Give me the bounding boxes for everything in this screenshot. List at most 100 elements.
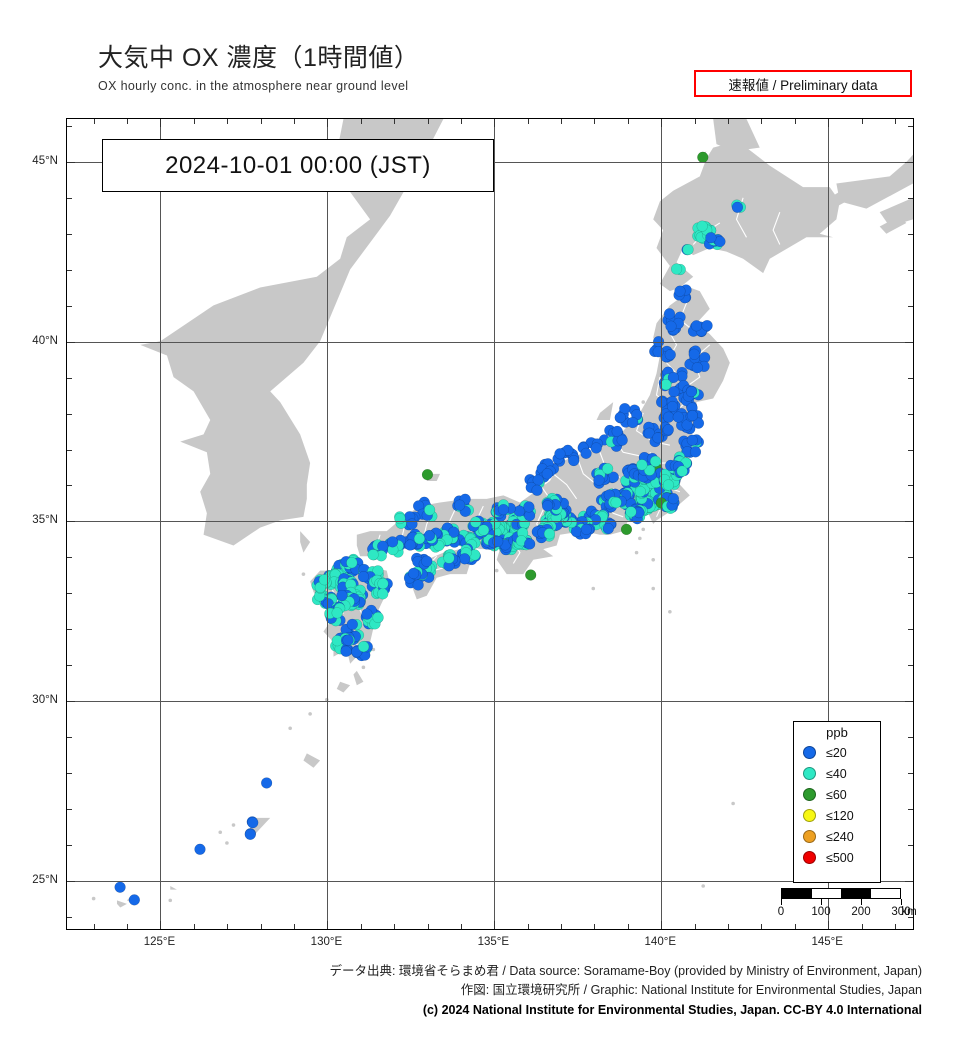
legend-item-3[interactable]: ≤60 <box>794 784 880 805</box>
station-point[interactable] <box>454 499 466 511</box>
legend-item-1[interactable]: ≤20 <box>794 742 880 763</box>
station-point[interactable] <box>244 828 256 840</box>
station-point[interactable] <box>616 434 628 446</box>
station-point[interactable] <box>665 320 677 332</box>
station-point[interactable] <box>543 528 556 540</box>
station-point[interactable] <box>634 485 646 498</box>
station-point[interactable] <box>346 557 358 569</box>
station-point[interactable] <box>524 538 536 550</box>
station-point[interactable] <box>523 501 535 513</box>
station-point[interactable] <box>541 468 553 480</box>
station-point[interactable] <box>649 455 662 467</box>
station-point[interactable] <box>194 843 206 855</box>
station-point[interactable] <box>412 579 424 591</box>
station-point[interactable] <box>367 549 379 561</box>
station-point[interactable] <box>672 411 684 423</box>
station-point[interactable] <box>620 523 633 536</box>
station-point[interactable] <box>686 434 698 446</box>
legend-item-4[interactable]: ≤120 <box>794 805 880 826</box>
station-point[interactable] <box>663 308 676 320</box>
station-point[interactable] <box>662 424 674 436</box>
station-point[interactable] <box>580 523 593 536</box>
station-point[interactable] <box>685 385 698 398</box>
station-point[interactable] <box>541 500 554 512</box>
station-point[interactable] <box>394 512 406 525</box>
station-point[interactable] <box>667 371 680 384</box>
station-point[interactable] <box>674 285 686 297</box>
legend-item-2[interactable]: ≤40 <box>794 763 880 784</box>
station-point[interactable] <box>404 539 416 551</box>
station-point[interactable] <box>660 379 672 391</box>
station-point[interactable] <box>407 567 420 580</box>
station-point[interactable] <box>602 522 614 535</box>
station-point[interactable] <box>601 463 614 475</box>
station-point[interactable] <box>346 618 358 630</box>
station-point[interactable] <box>636 459 648 471</box>
station-point[interactable] <box>386 536 399 548</box>
station-point[interactable] <box>614 411 626 424</box>
station-point[interactable] <box>593 474 605 486</box>
station-point[interactable] <box>128 894 140 906</box>
station-point[interactable] <box>114 881 126 893</box>
station-point[interactable] <box>689 446 702 458</box>
station-point[interactable] <box>331 607 343 619</box>
station-point[interactable] <box>619 402 631 415</box>
station-point[interactable] <box>666 400 679 413</box>
station-point[interactable] <box>701 319 713 332</box>
station-point[interactable] <box>611 425 623 438</box>
station-point[interactable] <box>377 588 389 600</box>
station-point[interactable] <box>421 555 433 567</box>
station-point[interactable] <box>652 432 664 444</box>
station-point[interactable] <box>690 320 703 332</box>
legend-item-5[interactable]: ≤240 <box>794 826 880 847</box>
station-point[interactable] <box>357 640 370 653</box>
station-point[interactable] <box>627 416 639 429</box>
station-point[interactable] <box>497 503 510 516</box>
station-point[interactable] <box>443 552 455 564</box>
station-point[interactable] <box>705 232 717 244</box>
station-point[interactable] <box>377 578 389 590</box>
station-point[interactable] <box>342 634 354 646</box>
station-point[interactable] <box>662 479 675 491</box>
map-plot-area[interactable] <box>66 118 914 930</box>
station-point[interactable] <box>336 589 348 602</box>
station-point[interactable] <box>361 608 373 620</box>
station-point[interactable] <box>247 817 259 829</box>
station-point[interactable] <box>424 504 436 516</box>
station-point[interactable] <box>692 417 705 429</box>
station-point[interactable] <box>340 645 352 657</box>
station-point[interactable] <box>421 468 434 481</box>
station-point[interactable] <box>357 571 370 583</box>
station-point[interactable] <box>688 348 700 360</box>
station-point[interactable] <box>580 447 592 460</box>
station-point[interactable] <box>568 454 580 467</box>
station-point[interactable] <box>662 411 675 423</box>
station-point[interactable] <box>686 409 699 422</box>
station-point[interactable] <box>554 448 566 460</box>
station-point[interactable] <box>318 574 331 586</box>
station-point[interactable] <box>423 529 436 542</box>
station-point[interactable] <box>477 524 490 536</box>
station-point[interactable] <box>459 553 471 565</box>
station-point[interactable] <box>372 611 384 624</box>
station-point[interactable] <box>691 362 703 374</box>
station-point[interactable] <box>413 533 426 545</box>
station-point[interactable] <box>731 201 744 213</box>
station-point[interactable] <box>682 243 694 256</box>
station-point[interactable] <box>525 569 537 581</box>
station-point[interactable] <box>696 220 708 232</box>
station-point[interactable] <box>625 506 637 518</box>
station-point[interactable] <box>377 540 389 552</box>
station-point[interactable] <box>406 518 418 530</box>
station-point[interactable] <box>667 493 680 505</box>
station-point[interactable] <box>643 427 655 439</box>
station-point[interactable] <box>670 263 683 275</box>
station-point[interactable] <box>676 465 688 477</box>
station-point[interactable] <box>664 349 676 361</box>
legend-item-6[interactable]: ≤500 <box>794 847 880 868</box>
station-point[interactable] <box>697 151 709 163</box>
station-point[interactable] <box>260 777 273 789</box>
station-point[interactable] <box>652 346 664 358</box>
station-point[interactable] <box>531 484 543 496</box>
station-point[interactable] <box>590 442 602 454</box>
